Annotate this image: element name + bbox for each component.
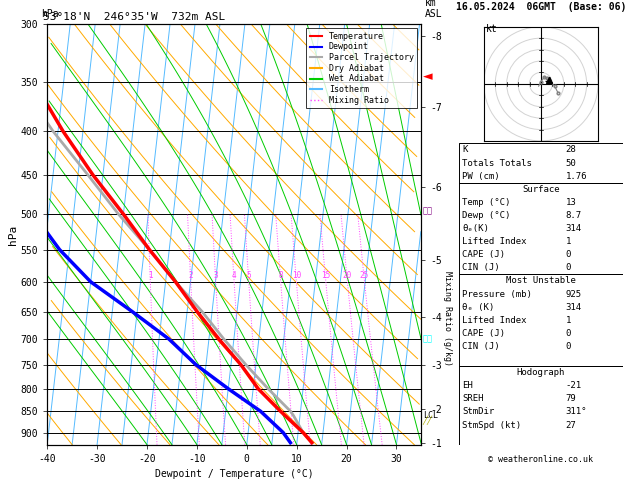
Text: Totals Totals: Totals Totals xyxy=(462,158,532,168)
Text: 53°18'N  246°35'W  732m ASL: 53°18'N 246°35'W 732m ASL xyxy=(43,12,226,22)
Text: 79: 79 xyxy=(565,394,576,403)
Text: EH: EH xyxy=(462,381,473,390)
Text: 50: 50 xyxy=(565,158,576,168)
Text: ◄: ◄ xyxy=(423,69,432,83)
Text: CIN (J): CIN (J) xyxy=(462,263,500,272)
Text: K: K xyxy=(462,145,468,155)
Text: 925: 925 xyxy=(565,290,582,298)
Text: CAPE (J): CAPE (J) xyxy=(462,250,506,259)
Text: 0: 0 xyxy=(565,329,571,338)
Text: Lifted Index: Lifted Index xyxy=(462,316,527,325)
Text: θₑ (K): θₑ (K) xyxy=(462,303,494,312)
Text: 13: 13 xyxy=(565,198,576,207)
Text: CIN (J): CIN (J) xyxy=(462,342,500,351)
Text: 2: 2 xyxy=(189,271,193,280)
Text: 27: 27 xyxy=(565,420,576,430)
Text: PW (cm): PW (cm) xyxy=(462,172,500,181)
Text: ╱╱: ╱╱ xyxy=(423,415,433,425)
Text: StmDir: StmDir xyxy=(462,407,494,417)
Text: 1: 1 xyxy=(565,237,571,246)
Text: SREH: SREH xyxy=(462,394,484,403)
Text: Surface: Surface xyxy=(522,185,560,194)
Text: km
ASL: km ASL xyxy=(425,0,442,19)
Text: 8.7: 8.7 xyxy=(565,211,582,220)
Text: Mixing Ratio (g/kg): Mixing Ratio (g/kg) xyxy=(443,271,452,366)
Text: 20: 20 xyxy=(343,271,352,280)
Text: kt: kt xyxy=(486,24,498,35)
Text: ⫁⫁: ⫁⫁ xyxy=(423,206,433,215)
Text: 25: 25 xyxy=(360,271,369,280)
Text: 3: 3 xyxy=(213,271,218,280)
Text: -21: -21 xyxy=(565,381,582,390)
Text: Hodograph: Hodograph xyxy=(517,368,565,377)
Text: ⫁⫁: ⫁⫁ xyxy=(423,335,433,344)
Text: Temp (°C): Temp (°C) xyxy=(462,198,511,207)
Text: Pressure (mb): Pressure (mb) xyxy=(462,290,532,298)
Text: LCL: LCL xyxy=(423,411,438,420)
Text: 1.76: 1.76 xyxy=(565,172,587,181)
Text: 311°: 311° xyxy=(565,407,587,417)
Text: © weatheronline.co.uk: © weatheronline.co.uk xyxy=(489,455,593,464)
Text: 15: 15 xyxy=(321,271,330,280)
Text: 28: 28 xyxy=(565,145,576,155)
Text: StmSpd (kt): StmSpd (kt) xyxy=(462,420,521,430)
Text: 5: 5 xyxy=(247,271,251,280)
Text: 314: 314 xyxy=(565,303,582,312)
Text: 0: 0 xyxy=(565,263,571,272)
Text: Dewp (°C): Dewp (°C) xyxy=(462,211,511,220)
Text: 1: 1 xyxy=(148,271,153,280)
Text: hPa: hPa xyxy=(41,9,58,19)
Text: θₑ(K): θₑ(K) xyxy=(462,224,489,233)
Text: Most Unstable: Most Unstable xyxy=(506,277,576,285)
Text: 4: 4 xyxy=(232,271,237,280)
Text: 1: 1 xyxy=(565,316,571,325)
Text: 16.05.2024  06GMT  (Base: 06): 16.05.2024 06GMT (Base: 06) xyxy=(456,2,626,12)
Text: Lifted Index: Lifted Index xyxy=(462,237,527,246)
Text: 8: 8 xyxy=(279,271,283,280)
X-axis label: Dewpoint / Temperature (°C): Dewpoint / Temperature (°C) xyxy=(155,469,314,479)
Text: 314: 314 xyxy=(565,224,582,233)
Text: 0: 0 xyxy=(565,250,571,259)
Legend: Temperature, Dewpoint, Parcel Trajectory, Dry Adiabat, Wet Adiabat, Isotherm, Mi: Temperature, Dewpoint, Parcel Trajectory… xyxy=(306,29,417,108)
Text: 10: 10 xyxy=(292,271,301,280)
Y-axis label: hPa: hPa xyxy=(8,225,18,244)
Text: CAPE (J): CAPE (J) xyxy=(462,329,506,338)
Text: 0: 0 xyxy=(565,342,571,351)
